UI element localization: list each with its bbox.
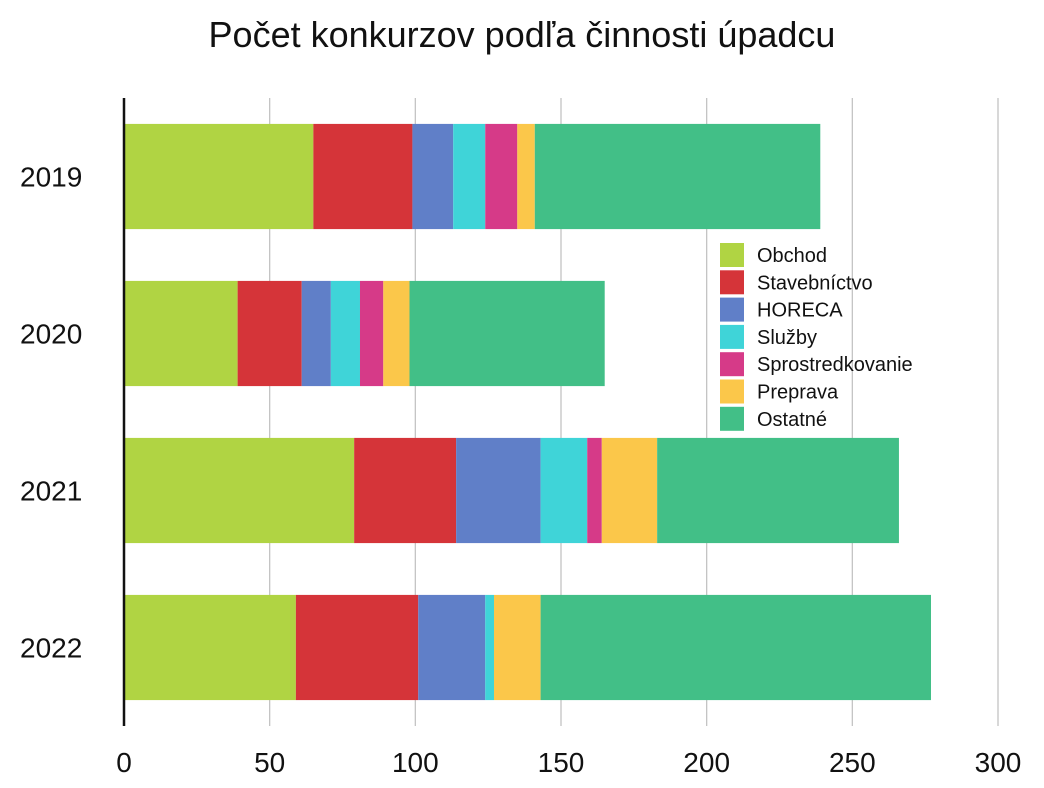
legend-label: Služby	[757, 327, 817, 349]
chart-title: Počet konkurzov podľa činnosti úpadcu	[208, 14, 836, 55]
bar-segment	[124, 123, 314, 230]
bar-segment	[412, 123, 454, 230]
bar-segment	[330, 280, 360, 387]
x-tick-label: 250	[829, 747, 876, 778]
legend-swatch	[720, 270, 744, 295]
legend-label: Obchod	[757, 245, 827, 267]
bar-segment	[418, 594, 486, 701]
legend-label: Preprava	[757, 382, 839, 404]
legend-label: Stavebníctvo	[757, 272, 873, 294]
legend-swatch	[720, 297, 744, 322]
bar-segment	[383, 280, 410, 387]
x-tick-label: 150	[538, 747, 585, 778]
y-category-label: 2021	[20, 476, 82, 507]
bar-segment	[237, 280, 302, 387]
bar-segment	[540, 437, 588, 544]
x-tick-label: 50	[254, 747, 285, 778]
bar-segment	[485, 123, 518, 230]
bar-segment	[493, 594, 541, 701]
bar-segment	[456, 437, 541, 544]
legend-swatch	[720, 379, 744, 404]
bar-segment	[409, 280, 605, 387]
legend-swatch	[720, 243, 744, 267]
legend-swatch	[720, 406, 744, 431]
bar-segment	[485, 594, 494, 701]
legend-label: Sprostredkovanie	[757, 354, 913, 376]
bar-segment	[540, 594, 931, 701]
bar-segment	[124, 280, 238, 387]
x-axis-tick-labels: 0 50 100 150 200 250 300	[116, 747, 1021, 778]
legend-swatch	[720, 324, 744, 349]
bar-segment	[453, 123, 486, 230]
bar-segment	[354, 437, 457, 544]
bar-segment	[534, 123, 821, 230]
bar-segment	[359, 280, 384, 387]
bar-segment	[301, 280, 331, 387]
bar-segment	[601, 437, 658, 544]
y-category-label: 2020	[20, 319, 82, 350]
bar-segment	[657, 437, 899, 544]
legend-label: HORECA	[757, 300, 843, 322]
x-tick-label: 0	[116, 747, 132, 778]
y-axis-category-labels: 2019 2020 2021 2022	[20, 162, 82, 664]
legend: Obchod Stavebníctvo HORECA Služby Sprostredk…	[720, 243, 913, 431]
bar-segment	[517, 123, 535, 230]
bars	[124, 123, 931, 701]
y-category-label: 2022	[20, 633, 82, 664]
legend-swatch	[720, 352, 744, 377]
x-tick-label: 300	[975, 747, 1022, 778]
x-tick-label: 200	[683, 747, 730, 778]
bar-segment	[124, 594, 296, 701]
bar-segment	[295, 594, 419, 701]
legend-label: Ostatné	[757, 409, 827, 431]
y-category-label: 2019	[20, 162, 82, 193]
bar-segment	[124, 437, 355, 544]
bar-segment	[587, 437, 602, 544]
x-tick-label: 100	[392, 747, 439, 778]
bar-segment	[313, 123, 413, 230]
